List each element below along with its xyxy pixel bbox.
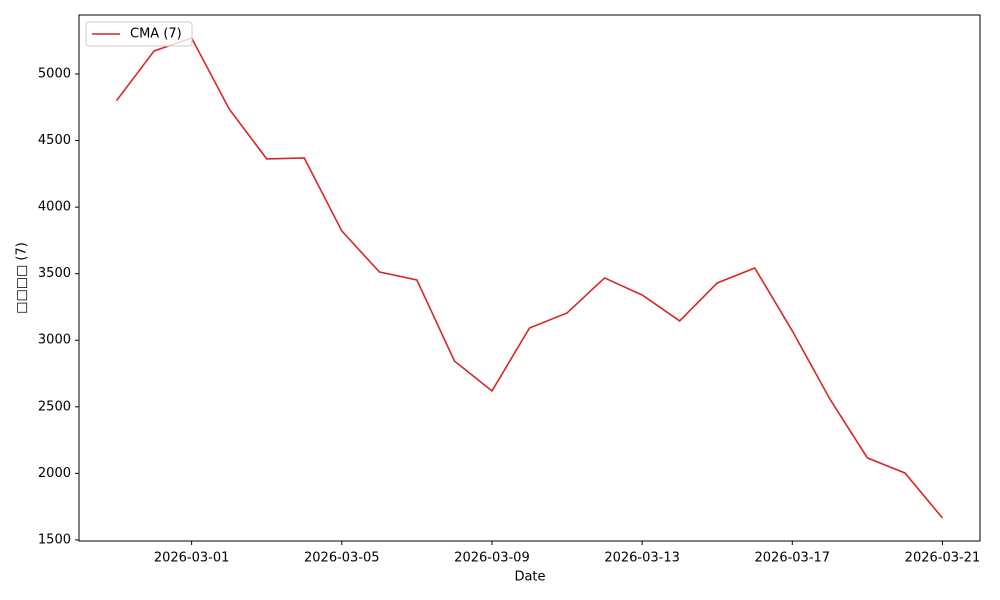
y-tick-label: 2500 (38, 399, 71, 414)
y-tick-label: 2000 (38, 466, 71, 481)
x-tick-label: 2026-03-05 (304, 551, 380, 566)
x-tick-label: 2026-03-17 (755, 551, 831, 566)
x-tick-label: 2026-03-09 (454, 551, 530, 566)
x-tick-label: 2026-03-13 (604, 551, 680, 566)
x-axis-label: Date (514, 570, 545, 585)
legend-box (85, 21, 193, 47)
y-tick-label: 3000 (38, 333, 71, 348)
legend-label: CMA (7) (130, 27, 182, 42)
plot-frame (78, 14, 981, 542)
y-tick-label: 5000 (38, 66, 71, 81)
data-line (115, 37, 944, 519)
x-tick-label: 2026-03-21 (905, 551, 981, 566)
y-tick-label: 4500 (38, 133, 71, 148)
y-tick-label: 3500 (38, 266, 71, 281)
y-axis-label: □□□□ (7) (15, 242, 30, 314)
x-tick-label: 2026-03-01 (154, 551, 230, 566)
y-tick-label: 4000 (38, 200, 71, 215)
y-tick-label: 1500 (38, 532, 71, 547)
